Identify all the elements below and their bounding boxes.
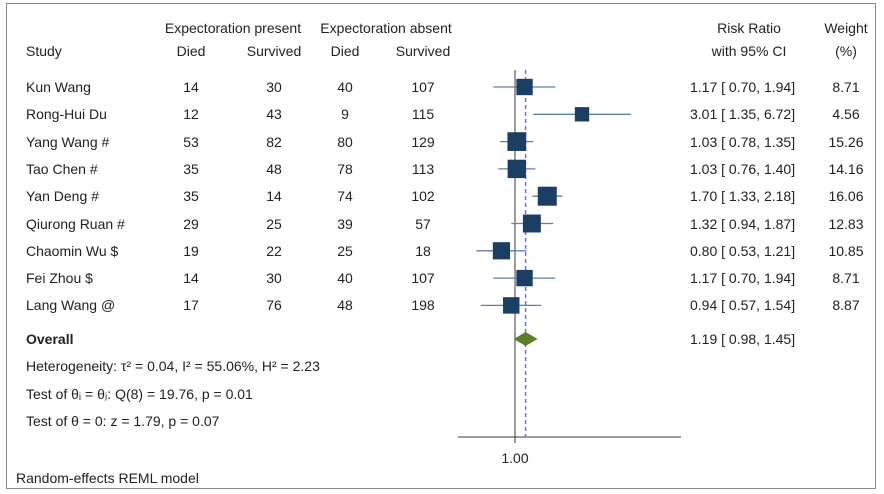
x-tick-label: 1.00	[501, 450, 529, 466]
study-name: Kun Wang	[26, 79, 91, 95]
study-ci-text: 1.03 [ 0.78, 1.35]	[690, 133, 796, 150]
died-absent-value: 40	[337, 79, 353, 95]
survived-present-value: 43	[266, 106, 282, 123]
survived-present-value: 76	[266, 297, 282, 314]
study-name: Rong-Hui Du	[26, 106, 107, 123]
study-name: Qiurong Ruan #	[26, 215, 125, 232]
survived-present-value: 22	[266, 242, 282, 259]
died-absent-value: 40	[337, 270, 353, 287]
rr-header-line2: with 95% CI	[711, 43, 787, 59]
study-name: Lang Wang @	[26, 297, 116, 314]
study-weight: 8.87	[832, 297, 860, 314]
weight-header-line2: (%)	[835, 43, 857, 59]
study-ci-text: 3.01 [ 1.35, 6.72]	[690, 106, 796, 123]
survived-present-value: 48	[266, 160, 282, 177]
study-ci-text: 1.17 [ 0.70, 1.94]	[690, 79, 796, 95]
weight-header-line1: Weight	[824, 20, 868, 36]
survived-absent-value: 113	[411, 160, 435, 177]
died-present-value: 19	[183, 242, 199, 259]
survived-absent-value: 18	[415, 242, 431, 259]
study-weight: 8.71	[832, 79, 860, 95]
group2-header: Expectoration absent	[320, 20, 452, 36]
died-present-value: 35	[183, 160, 199, 177]
survived-absent-value: 102	[411, 188, 435, 205]
study-effect-marker	[522, 214, 541, 233]
study-weight: 4.56	[832, 106, 860, 123]
survived-present-value: 30	[266, 79, 282, 95]
died-present-value: 35	[183, 188, 199, 205]
died-absent-value: 80	[337, 133, 353, 150]
study-ci-text: 1.17 [ 0.70, 1.94]	[690, 270, 796, 287]
study-ci-text: 1.03 [ 0.76, 1.40]	[690, 160, 796, 177]
overall-diamond	[513, 332, 538, 346]
study-effect-marker	[507, 132, 527, 151]
forest-plot-frame	[6, 3, 876, 489]
study-name: Chaomin Wu $	[26, 242, 119, 259]
study-weight: 12.83	[828, 215, 864, 232]
survived-absent-value: 115	[411, 106, 435, 123]
survived2-header: Survived	[395, 43, 451, 59]
died-absent-value: 39	[337, 215, 353, 232]
died-present-value: 53	[183, 133, 199, 150]
study-name: Fei Zhou $	[26, 270, 93, 287]
study-effect-marker	[503, 297, 520, 314]
study-header: Study	[26, 43, 62, 59]
study-effect-marker	[516, 269, 533, 287]
study-effect-marker	[574, 107, 590, 122]
died-present-value: 12	[183, 106, 199, 123]
survived-absent-value: 198	[411, 297, 435, 314]
survived-absent-value: 107	[411, 270, 435, 287]
overall-label: Overall	[26, 331, 74, 347]
study-effect-marker	[492, 242, 511, 260]
survived-absent-value: 107	[411, 79, 435, 95]
study-effect-marker	[537, 186, 557, 206]
study-weight: 8.71	[832, 270, 860, 287]
died-present-value: 14	[183, 79, 199, 95]
died-absent-value: 9	[341, 106, 349, 123]
study-effect-marker	[516, 78, 533, 96]
survived-present-value: 82	[266, 133, 282, 150]
study-weight: 10.85	[828, 242, 864, 259]
heterogeneity-stat: Heterogeneity: τ² = 0.04, I² = 55.06%, H…	[26, 358, 320, 374]
study-ci-text: 0.94 [ 0.57, 1.54]	[690, 297, 796, 314]
died-absent-value: 48	[337, 297, 353, 314]
study-weight: 16.06	[828, 188, 864, 205]
model-footer: Random-effects REML model	[16, 470, 199, 486]
study-name: Tao Chen #	[26, 160, 98, 177]
group1-header: Expectoration present	[164, 20, 302, 36]
overall-ci-text: 1.19 [ 0.98, 1.45]	[690, 331, 796, 347]
study-ci-text: 1.32 [ 0.94, 1.87]	[690, 215, 796, 232]
survived1-header: Survived	[246, 43, 302, 59]
survived-absent-value: 129	[411, 133, 435, 150]
study-ci-text: 0.80 [ 0.53, 1.21]	[690, 242, 796, 259]
died-absent-value: 25	[337, 242, 353, 259]
survived-absent-value: 57	[415, 215, 431, 232]
study-name: Yang Wang #	[26, 133, 110, 150]
overall-effect-test: Test of θ = 0: z = 1.79, p = 0.07	[26, 413, 220, 429]
rr-header-line1: Risk Ratio	[717, 20, 781, 36]
died-absent-value: 78	[337, 160, 353, 177]
survived-present-value: 30	[266, 270, 282, 287]
survived-present-value: 25	[266, 215, 282, 232]
died2-header: Died	[330, 43, 360, 59]
survived-present-value: 14	[266, 188, 282, 205]
study-effect-marker	[507, 159, 526, 179]
died-present-value: 14	[183, 270, 199, 287]
study-weight: 14.16	[828, 160, 864, 177]
died-present-value: 17	[183, 297, 199, 314]
study-ci-text: 1.70 [ 1.33, 2.18]	[690, 188, 796, 205]
homogeneity-test: Test of θᵢ = θⱼ: Q(8) = 19.76, p = 0.01	[26, 386, 253, 402]
died-absent-value: 74	[337, 188, 353, 205]
study-weight: 15.26	[828, 133, 864, 150]
study-name: Yan Deng #	[26, 188, 99, 205]
died1-header: Died	[176, 43, 206, 59]
died-present-value: 29	[183, 215, 199, 232]
